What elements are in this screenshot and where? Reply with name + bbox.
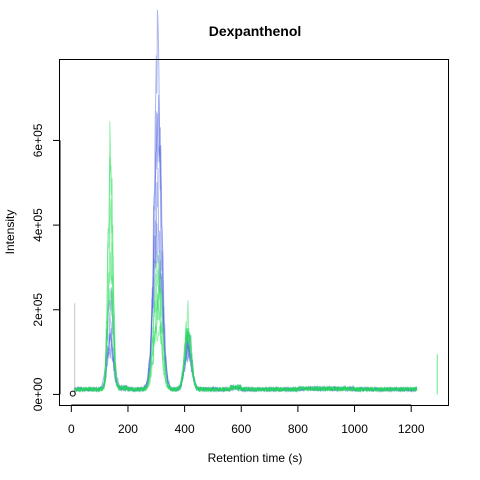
y-tick-label: 2e+05 (31, 293, 45, 327)
series-line-green (73, 121, 418, 394)
x-tick-label: 200 (118, 422, 138, 436)
y-axis-label: Intensity (3, 210, 17, 255)
plot-frame (59, 59, 449, 406)
series-line-green (73, 198, 418, 393)
series-line-blue (73, 223, 418, 393)
series-line-blue (74, 168, 418, 394)
data-point (69, 390, 76, 397)
series-line-blue (73, 9, 417, 393)
x-tick-label: 600 (231, 422, 251, 436)
plot-area (69, 9, 438, 397)
series-line-green (73, 157, 418, 394)
series-line-blue (74, 113, 418, 394)
x-tick-label: 400 (175, 422, 195, 436)
x-tick-label: 1200 (398, 422, 425, 436)
chart-title: Dexpanthenol (209, 23, 302, 39)
x-tick-label: 800 (288, 422, 308, 436)
x-tick-label: 0 (68, 422, 75, 436)
x-tick-label: 1000 (341, 422, 368, 436)
axis-ticks: 0 200 400 600 800 1000 1200 0e+00 2e+05 4e+05 6e+0… (31, 123, 425, 436)
x-axis-label: Retention time (s) (208, 451, 303, 465)
series-line-green (73, 251, 418, 394)
y-tick-label: 0e+00 (31, 377, 45, 411)
series-line-blue (73, 94, 418, 394)
y-tick-label: 6e+05 (31, 123, 45, 157)
y-tick-label: 4e+05 (31, 208, 45, 242)
series-line-green (74, 288, 418, 393)
